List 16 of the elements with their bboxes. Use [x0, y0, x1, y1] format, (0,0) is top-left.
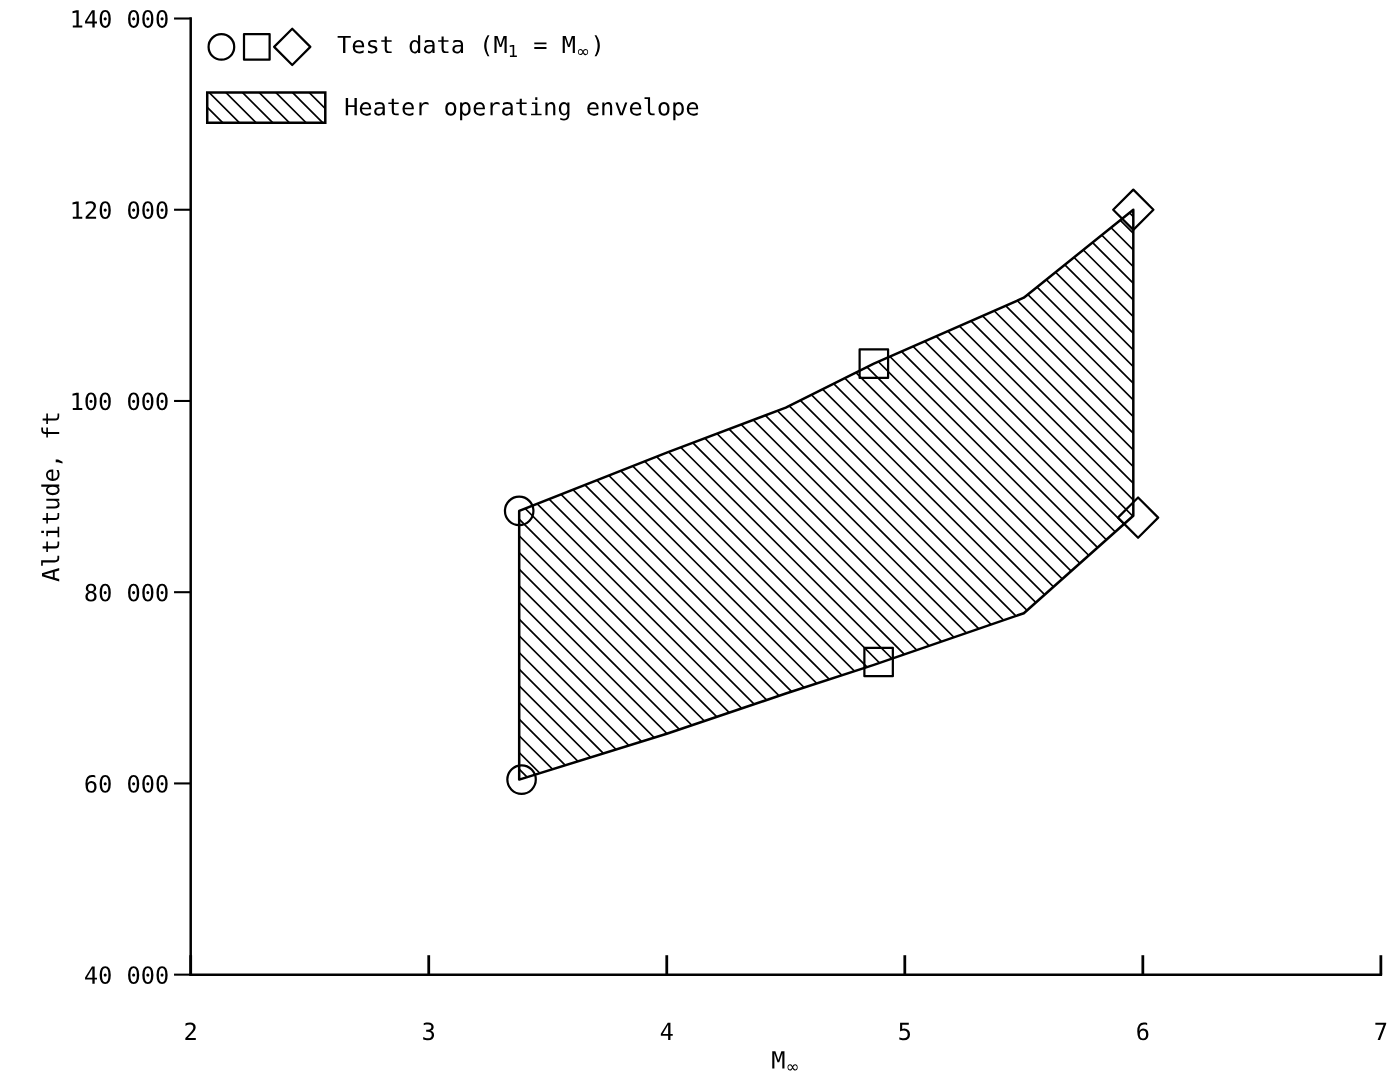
- legend-label: Test data (M$_{1}$ = M$_{∞}$): [337, 35, 600, 57]
- x-tick-label: 6: [1137, 1022, 1149, 1041]
- y-tick-label: 100 000: [72, 392, 168, 411]
- x-tick-label: 7: [1375, 1022, 1387, 1040]
- y-tick-label: 140 000: [72, 10, 168, 28]
- x-tick-label: 2: [185, 1022, 196, 1040]
- y-tick-label: 80 000: [85, 583, 168, 602]
- y-axis-title: Altitude, ft: [41, 413, 63, 582]
- y-tick-label: 120 000: [72, 201, 168, 220]
- x-tick-label: 3: [423, 1022, 435, 1041]
- x-axis-title: M$_{∞}$: [772, 1051, 798, 1071]
- legend-label: Heater operating envelope: [345, 97, 699, 121]
- x-tick-label: 4: [660, 1022, 673, 1040]
- y-tick-label: 60 000: [85, 774, 168, 793]
- y-tick-label: 40 000: [85, 966, 168, 985]
- x-tick-label: 5: [899, 1022, 911, 1041]
